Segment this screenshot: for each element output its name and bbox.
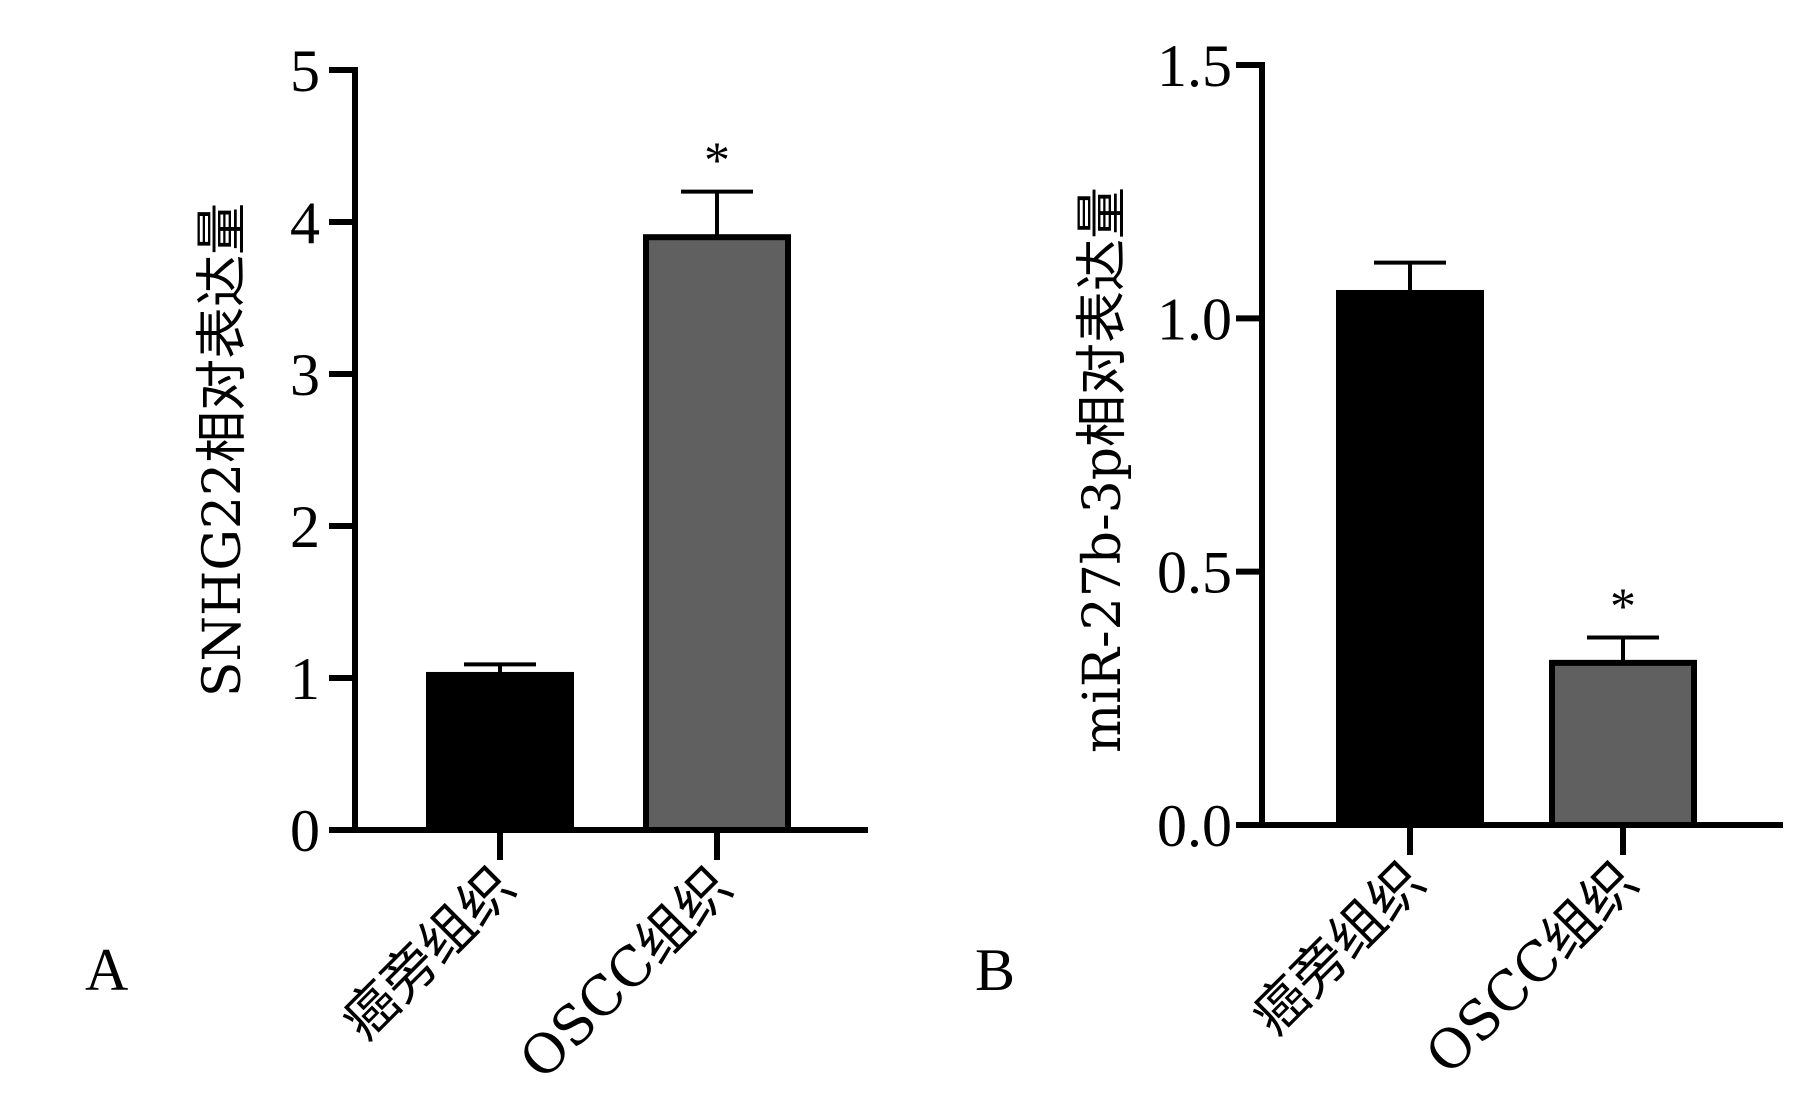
category-label: OSCC组织 — [507, 855, 744, 1092]
y-tick-label: 0.0 — [1157, 793, 1232, 859]
bar — [1336, 290, 1484, 828]
bar — [1549, 659, 1697, 828]
significance-marker: * — [1610, 579, 1636, 636]
y-tick-label: 2 — [290, 494, 320, 560]
y-tick-label: 1.5 — [1157, 33, 1232, 99]
y-tick-label: 4 — [290, 190, 320, 256]
y-axis-label: miR-27b-3p相对表达量 — [1073, 187, 1133, 753]
category-label: 癌旁组织 — [330, 855, 527, 1052]
y-tick-label: 0.5 — [1157, 540, 1232, 606]
panel-b: 0.0 0.5 1.0 1.5 癌旁组织 * OSCC组织 miR-27b-3p相对表达量 B — [975, 33, 1783, 1087]
category-label: 癌旁组织 — [1240, 850, 1437, 1047]
panel-label: A — [85, 937, 128, 1003]
bar — [643, 234, 791, 833]
panel-a: 0 1 2 3 4 5 癌旁组织 * OSCC组织 SNHG22相对表达量 A — [85, 38, 868, 1092]
y-tick-label: 1.0 — [1157, 286, 1232, 352]
y-tick-label: 5 — [290, 38, 320, 104]
panel-label: B — [975, 937, 1015, 1003]
y-tick-label: 0 — [290, 798, 320, 864]
significance-marker: * — [704, 133, 730, 190]
y-tick-label: 1 — [290, 646, 320, 712]
y-tick-label: 3 — [290, 342, 320, 408]
bar — [426, 671, 574, 834]
category-label: OSCC组织 — [1413, 850, 1650, 1087]
y-axis-label: SNHG22相对表达量 — [193, 203, 253, 697]
